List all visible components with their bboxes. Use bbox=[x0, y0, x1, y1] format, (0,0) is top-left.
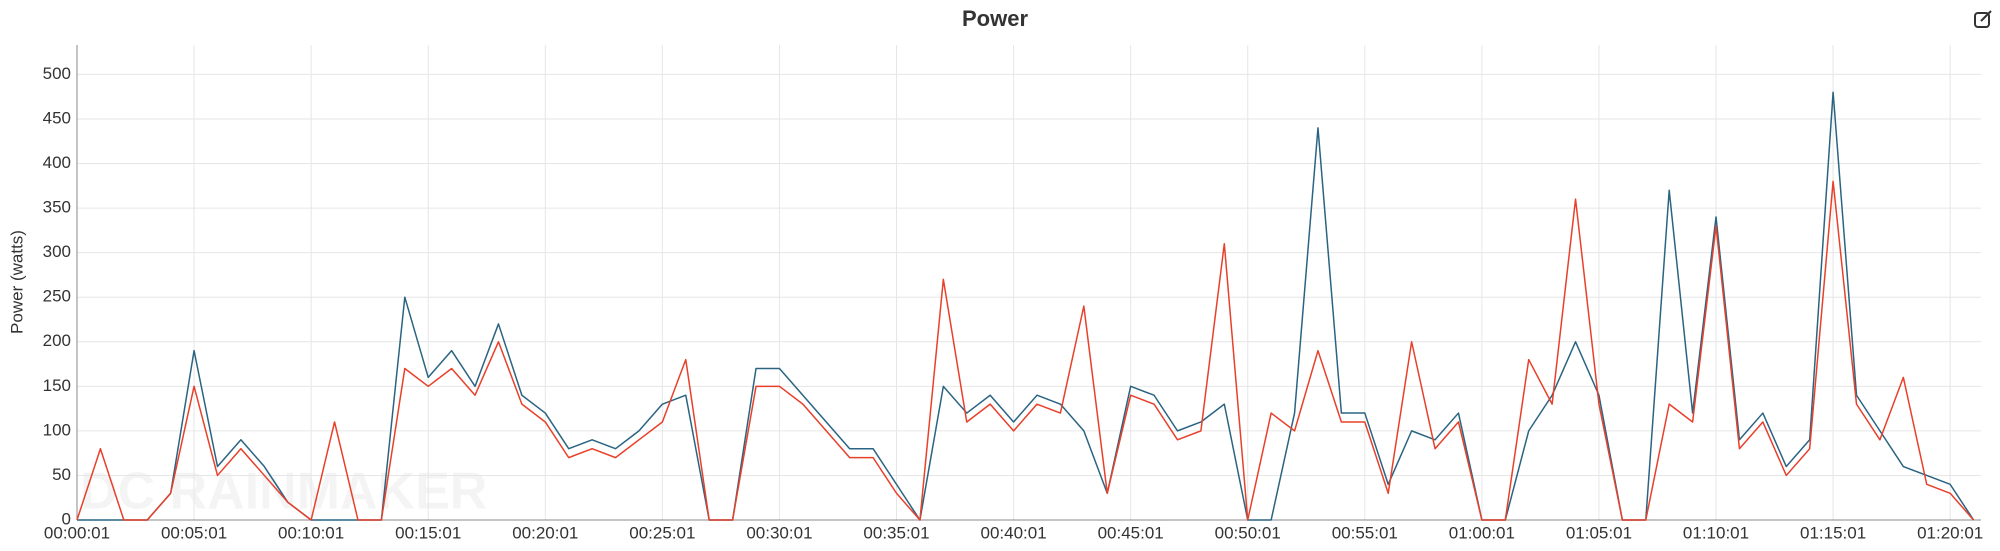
x-tick-label: 00:45:01 bbox=[1098, 523, 1164, 542]
y-tick-label: 0 bbox=[62, 509, 71, 528]
x-tick-label: 00:00:01 bbox=[44, 523, 110, 542]
y-tick-label: 100 bbox=[43, 420, 71, 439]
x-tick-label: 00:35:01 bbox=[863, 523, 929, 542]
y-tick-label: 250 bbox=[43, 287, 71, 306]
power-line bbox=[76, 180, 1975, 521]
power-line bbox=[77, 91, 1975, 521]
edit-icon-pen bbox=[1980, 10, 1992, 22]
y-tick-label: 500 bbox=[43, 64, 71, 83]
edit-icon[interactable] bbox=[1974, 10, 1992, 28]
x-tick-label: 00:30:01 bbox=[746, 523, 812, 542]
x-tick-label: 01:20:01 bbox=[1917, 523, 1983, 542]
x-tick-label: 00:05:01 bbox=[161, 523, 227, 542]
x-tick-label: 00:40:01 bbox=[980, 523, 1046, 542]
y-axis-label: Power (watts) bbox=[7, 230, 26, 334]
y-tick-label: 450 bbox=[43, 108, 71, 127]
y-tick-label: 200 bbox=[43, 331, 71, 350]
x-tick-label: 00:20:01 bbox=[512, 523, 578, 542]
y-tick-label: 350 bbox=[43, 198, 71, 217]
x-tick-label: 00:50:01 bbox=[1215, 523, 1281, 542]
y-tick-label: 150 bbox=[43, 376, 71, 395]
x-tick-label: 00:10:01 bbox=[278, 523, 344, 542]
edit-icon-frame bbox=[1974, 12, 1990, 28]
x-tick-label: 01:00:01 bbox=[1449, 523, 1515, 542]
watermark: DC RAINMAKER bbox=[80, 463, 487, 521]
x-tick-label: 00:55:01 bbox=[1332, 523, 1398, 542]
y-tick-label: 50 bbox=[52, 465, 71, 484]
x-tick-label: 00:25:01 bbox=[629, 523, 695, 542]
x-tick-label: 01:05:01 bbox=[1566, 523, 1632, 542]
x-tick-label: 01:15:01 bbox=[1800, 523, 1866, 542]
x-tick-label: 00:15:01 bbox=[395, 523, 461, 542]
y-tick-label: 300 bbox=[43, 242, 71, 261]
x-tick-label: 01:10:01 bbox=[1683, 523, 1749, 542]
chart-title: Power bbox=[962, 6, 1028, 31]
y-tick-label: 400 bbox=[43, 153, 71, 172]
